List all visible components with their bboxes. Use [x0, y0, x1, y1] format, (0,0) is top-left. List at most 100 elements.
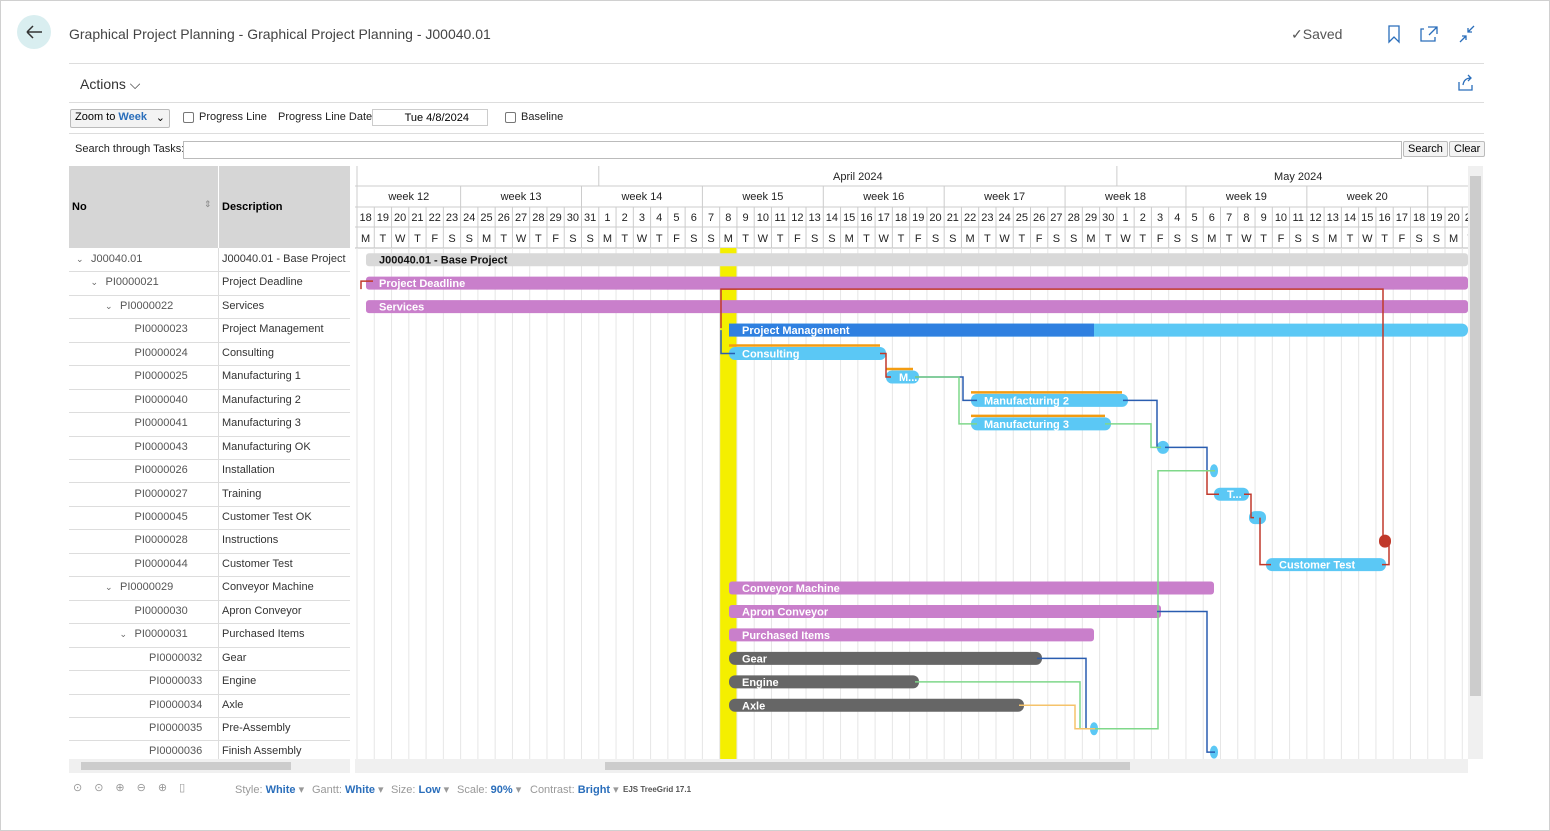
timeline-label: week 19	[1225, 191, 1267, 203]
day-number: 17	[1396, 212, 1408, 224]
gantt-bar[interactable]	[366, 276, 1468, 290]
day-letter: W	[879, 233, 890, 245]
actions-menu[interactable]: Actions ⌵	[80, 76, 141, 92]
baseline-label: Baseline	[521, 111, 564, 123]
vertical-scrollbar[interactable]	[1468, 166, 1483, 759]
zoom-value: Week	[118, 111, 147, 123]
day-number: 16	[1378, 212, 1390, 224]
bar-label: Manufacturing 2	[984, 395, 1069, 407]
dependency-line	[880, 352, 891, 378]
gantt-bar[interactable]	[1379, 534, 1391, 548]
task-number: PI0000022	[120, 299, 174, 312]
day-number: 3	[639, 212, 645, 224]
day-number: 4	[1174, 212, 1180, 224]
gantt-bar[interactable]	[729, 628, 1094, 642]
day-letter: T	[380, 233, 387, 245]
gantt-bar[interactable]	[971, 393, 1128, 407]
day-letter: F	[1036, 233, 1043, 245]
task-number: PI0000033	[149, 675, 203, 688]
grid-scrollbar[interactable]	[69, 759, 350, 773]
expand-toggle[interactable]: ⌄	[105, 300, 113, 311]
day-number: 12	[1309, 212, 1321, 224]
grid-row: PI0000033 Engine	[69, 670, 350, 695]
task-number: PI0000023	[134, 323, 188, 336]
clear-button[interactable]: Clear	[1449, 141, 1486, 157]
day-letter: F	[1398, 233, 1405, 245]
gantt-bar[interactable]	[1214, 487, 1249, 501]
header-icons[interactable]	[1384, 23, 1484, 45]
back-button[interactable]	[17, 15, 51, 49]
day-number: 20	[1448, 212, 1460, 224]
gantt-bar[interactable]	[729, 581, 1214, 595]
task-number: PI0000030	[134, 604, 188, 617]
search-input[interactable]	[183, 141, 1402, 159]
gantt-bar[interactable]	[729, 347, 886, 361]
task-number: J00040.01	[91, 253, 143, 265]
bar-label: Customer Test	[1279, 560, 1356, 572]
timeline-label: week 15	[741, 191, 783, 203]
gantt-bar[interactable]	[366, 300, 1468, 314]
day-letter: T	[1260, 233, 1267, 245]
column-separator	[218, 670, 219, 694]
day-number: 29	[1085, 212, 1097, 224]
task-description: Axle	[222, 698, 244, 711]
task-number: PI0000043	[134, 440, 188, 453]
column-separator	[218, 435, 219, 460]
footer: ⊙⊙⊕⊖⊕▯ Style: White ▾ Gantt: White ▾ Size:…	[73, 782, 692, 796]
expand-toggle[interactable]: ⌄	[90, 277, 99, 288]
gantt-bar[interactable]	[729, 675, 919, 689]
grid-row: PI0000027 Training	[69, 482, 350, 507]
day-number: 6	[691, 212, 697, 224]
task-description: Customer Test OK	[222, 510, 312, 523]
day-letter: F	[1278, 233, 1285, 245]
column-header[interactable]: No ⇕	[69, 166, 218, 248]
search-button[interactable]: Search	[1403, 141, 1448, 157]
day-number: 11	[1293, 212, 1304, 224]
gantt-bar[interactable]	[1266, 558, 1386, 572]
day-letter: M	[482, 233, 491, 245]
timeline-label: week 18	[1104, 191, 1146, 203]
progress-line-checkbox[interactable]	[183, 112, 194, 123]
gantt-bar[interactable]	[1249, 511, 1266, 525]
expand-toggle[interactable]: ⌄	[76, 254, 84, 264]
task-number: PI0000032	[149, 651, 203, 664]
footer-setting[interactable]: Contrast: Bright ▾	[530, 784, 619, 796]
gantt-scrollbar[interactable]	[355, 759, 1468, 773]
column-separator	[218, 318, 219, 342]
setting-label: Contrast:	[530, 784, 575, 796]
day-number: 2	[1140, 212, 1146, 224]
expand-toggle[interactable]: ⌄	[105, 582, 113, 593]
gantt-bar[interactable]	[729, 698, 1024, 712]
footer-setting[interactable]: Scale: 90% ▾	[457, 784, 522, 796]
day-letter: T	[1105, 233, 1112, 245]
gantt-bar[interactable]	[366, 253, 1468, 267]
footer-setting[interactable]: Size: Low ▾	[391, 784, 450, 796]
gantt-bar[interactable]	[886, 370, 919, 384]
day-letter: T	[1347, 233, 1354, 245]
zoom-select[interactable]: Zoom to Week ⌄	[70, 109, 170, 128]
progress-date-input[interactable]: Tue 4/8/2024	[372, 109, 488, 126]
gantt-progress	[729, 323, 1094, 337]
column-header[interactable]: Description	[219, 166, 350, 248]
footer-setting[interactable]: Gantt: White ▾	[312, 784, 384, 796]
day-letter: S	[811, 233, 818, 245]
gantt-bar[interactable]	[1157, 440, 1169, 454]
baseline-checkbox[interactable]	[505, 112, 516, 123]
day-letter: S	[1433, 233, 1440, 245]
day-number: 9	[743, 212, 749, 224]
share-icon[interactable]	[1456, 73, 1476, 93]
day-number: 1	[604, 212, 610, 224]
grid-row: PI0000036 Finish Assembly	[69, 740, 350, 759]
expand-toggle[interactable]: ⌄	[119, 629, 128, 640]
gantt-bar[interactable]	[729, 651, 1042, 665]
gantt-bar[interactable]	[971, 417, 1111, 431]
grid-row: PI0000026 Installation	[69, 459, 350, 484]
footer-setting[interactable]: Style: White ▾	[235, 784, 305, 796]
column-separator	[218, 248, 219, 272]
day-number: 20	[394, 212, 406, 224]
gantt-bar[interactable]	[729, 604, 1161, 618]
day-letter: S	[932, 233, 939, 245]
day-number: 19	[377, 212, 389, 224]
grid-row: PI0000041 Manufacturing 3	[69, 412, 350, 437]
